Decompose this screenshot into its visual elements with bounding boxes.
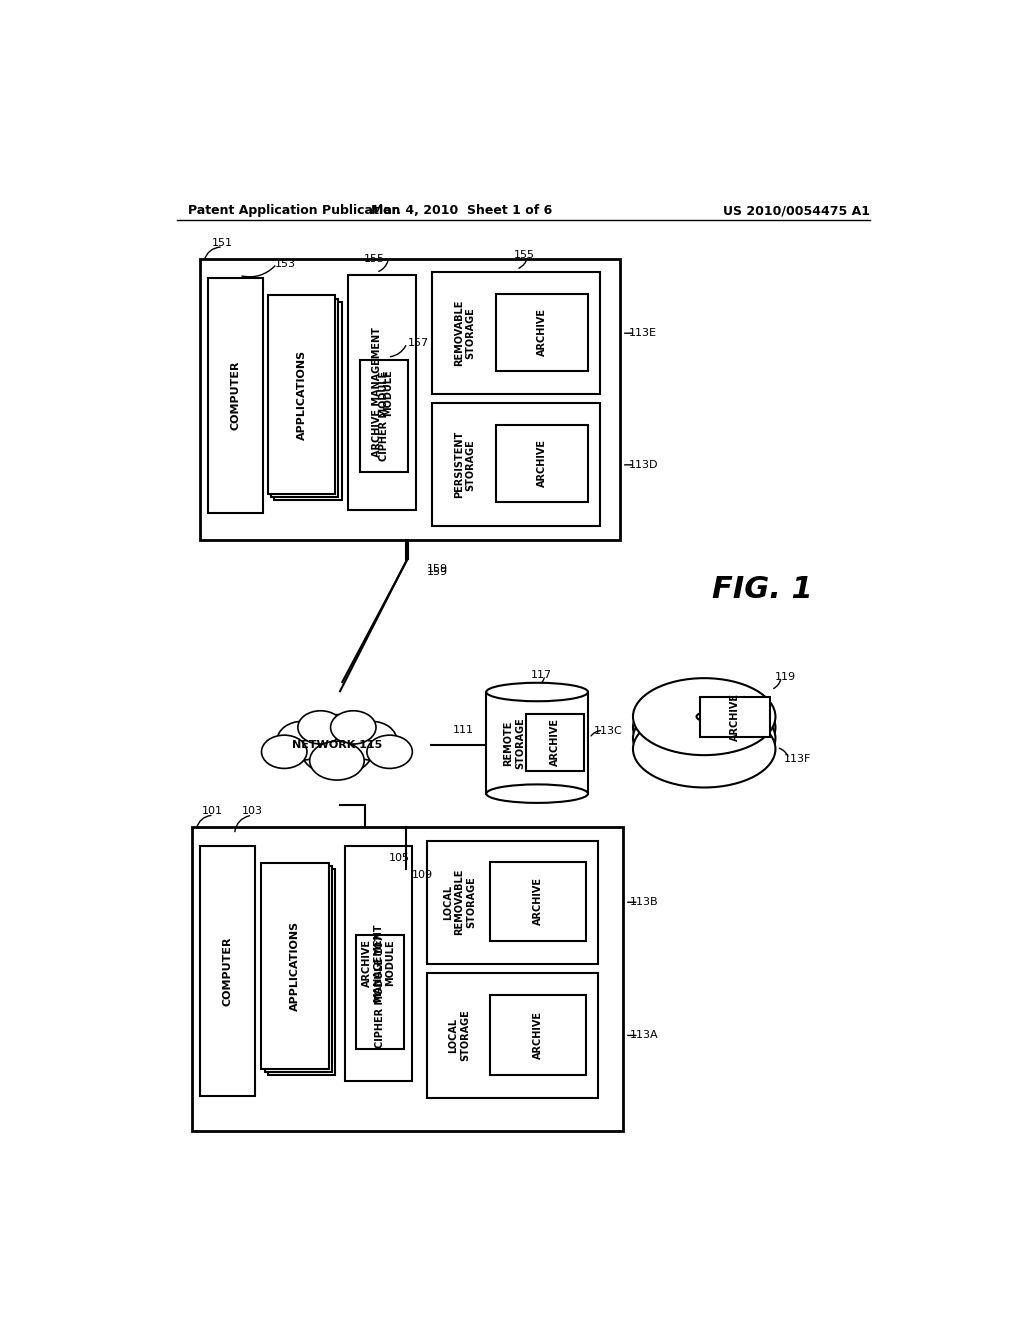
Bar	[200, 259, 620, 540]
Text: 155: 155	[513, 251, 535, 260]
Ellipse shape	[633, 700, 775, 776]
Bar	[345, 846, 413, 1081]
Text: 113C: 113C	[594, 726, 623, 735]
Ellipse shape	[486, 784, 588, 803]
Bar	[432, 404, 600, 527]
Ellipse shape	[633, 689, 775, 766]
Text: PERSISTENT
STORAGE: PERSISTENT STORAGE	[454, 432, 475, 499]
Text: ARCHIVE MANAGEMENT
MODULE: ARCHIVE MANAGEMENT MODULE	[372, 327, 393, 458]
Text: 151: 151	[211, 238, 232, 248]
Text: 157: 157	[408, 338, 429, 348]
Text: ARCHIVE: ARCHIVE	[537, 309, 547, 356]
Text: US 2010/0054475 A1: US 2010/0054475 A1	[723, 205, 869, 218]
Text: ARCHIVE: ARCHIVE	[532, 878, 543, 925]
Bar	[273, 302, 342, 500]
Text: ARCHIVE: ARCHIVE	[532, 1011, 543, 1059]
Text: ARCHIVE: ARCHIVE	[537, 440, 547, 487]
Text: 113E: 113E	[629, 329, 656, 338]
Text: CIPHER MODULE 107: CIPHER MODULE 107	[375, 935, 385, 1048]
Bar	[356, 935, 403, 1048]
Text: 159: 159	[427, 564, 449, 574]
Bar	[700, 697, 770, 738]
Text: APPLICATIONS: APPLICATIONS	[291, 921, 300, 1011]
Ellipse shape	[633, 678, 775, 755]
Bar	[193, 826, 624, 1131]
Text: LOCAL
STORAGE: LOCAL STORAGE	[449, 1010, 470, 1061]
Bar	[200, 846, 255, 1096]
Bar	[490, 995, 587, 1076]
Bar	[264, 866, 333, 1072]
Text: 155: 155	[365, 253, 385, 264]
Text: 105: 105	[388, 853, 410, 862]
Bar	[267, 296, 336, 494]
Text: 109: 109	[412, 870, 433, 879]
Bar	[496, 425, 588, 502]
Text: REMOTE
STORAGE: REMOTE STORAGE	[503, 717, 525, 768]
Text: Mar. 4, 2010  Sheet 1 of 6: Mar. 4, 2010 Sheet 1 of 6	[371, 205, 552, 218]
Text: 159: 159	[427, 566, 449, 577]
Text: 103: 103	[243, 807, 263, 816]
Text: 113D: 113D	[629, 459, 658, 470]
Text: ARCHIVE
MANAGEMENT
MODULE: ARCHIVE MANAGEMENT MODULE	[361, 924, 395, 1002]
Text: 119: 119	[775, 672, 797, 681]
Text: 113A: 113A	[630, 1031, 658, 1040]
Bar	[270, 298, 339, 498]
Text: 113F: 113F	[784, 754, 812, 764]
Bar	[432, 272, 600, 395]
Text: REMOVABLE
STORAGE: REMOVABLE STORAGE	[454, 300, 475, 367]
Bar	[208, 277, 263, 512]
Bar	[427, 973, 598, 1098]
Text: APPLICATIONS: APPLICATIONS	[297, 350, 306, 440]
Text: Patent Application Publication: Patent Application Publication	[188, 205, 400, 218]
Text: 111: 111	[453, 725, 474, 735]
Text: 117: 117	[530, 671, 552, 680]
Text: FIG. 1: FIG. 1	[712, 576, 812, 605]
Bar	[267, 869, 336, 1076]
Bar	[490, 862, 587, 941]
Text: 101: 101	[202, 807, 222, 816]
Bar	[526, 714, 584, 771]
Ellipse shape	[633, 710, 775, 788]
Bar	[427, 841, 598, 964]
Text: COMPUTER: COMPUTER	[230, 360, 241, 429]
Text: 153: 153	[274, 259, 296, 269]
Text: CIPHER MODULE: CIPHER MODULE	[379, 371, 389, 461]
Bar	[360, 360, 408, 471]
Text: 113B: 113B	[630, 898, 658, 907]
Ellipse shape	[696, 713, 712, 721]
Bar	[261, 863, 330, 1069]
Bar	[496, 294, 588, 371]
Text: ARCHIVE: ARCHIVE	[550, 718, 560, 766]
Text: ARCHIVE: ARCHIVE	[730, 693, 740, 741]
Text: NETWORK 115: NETWORK 115	[292, 741, 382, 750]
Text: LOCAL
REMOVABLE
STORAGE: LOCAL REMOVABLE STORAGE	[442, 869, 476, 936]
Text: COMPUTER: COMPUTER	[222, 936, 232, 1006]
Ellipse shape	[486, 682, 588, 701]
Bar	[486, 692, 588, 793]
Bar	[348, 276, 416, 511]
